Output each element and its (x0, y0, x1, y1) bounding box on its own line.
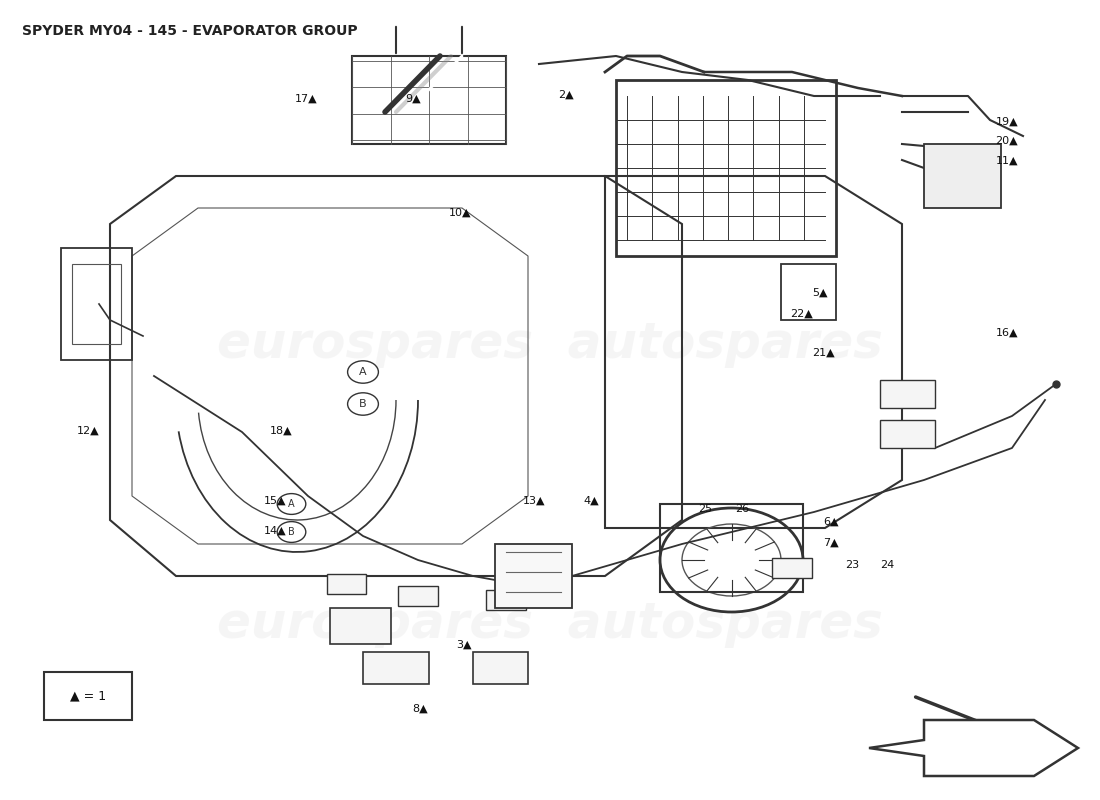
Text: SPYDER MY04 - 145 - EVAPORATOR GROUP: SPYDER MY04 - 145 - EVAPORATOR GROUP (22, 24, 358, 38)
Text: 17▲: 17▲ (295, 94, 318, 104)
Text: 21▲: 21▲ (812, 347, 835, 358)
Polygon shape (363, 652, 429, 684)
Text: 11▲: 11▲ (996, 155, 1018, 166)
Text: 20▲: 20▲ (996, 135, 1019, 146)
Text: B: B (360, 399, 366, 409)
Text: 22▲: 22▲ (790, 309, 813, 318)
Text: ▲ = 1: ▲ = 1 (70, 690, 106, 702)
Text: 15▲: 15▲ (264, 495, 286, 506)
Text: 24: 24 (880, 560, 894, 570)
Text: A: A (360, 367, 366, 377)
Polygon shape (869, 720, 1078, 776)
Polygon shape (495, 544, 572, 608)
Text: 2▲: 2▲ (558, 90, 573, 100)
Text: 18▲: 18▲ (270, 426, 293, 436)
Bar (44, 672, 132, 720)
Text: A: A (288, 499, 295, 509)
Text: 14▲: 14▲ (264, 526, 287, 536)
Text: eurospares  autospares: eurospares autospares (217, 320, 883, 368)
Text: 9▲: 9▲ (405, 94, 420, 104)
Text: 3▲: 3▲ (456, 640, 472, 650)
Text: 26: 26 (735, 504, 749, 514)
Polygon shape (880, 380, 935, 408)
Polygon shape (924, 144, 1001, 208)
Polygon shape (473, 652, 528, 684)
Polygon shape (880, 420, 935, 448)
Text: 25: 25 (698, 504, 713, 514)
Text: 8▲: 8▲ (412, 704, 428, 714)
Text: eurospares  autospares: eurospares autospares (217, 600, 883, 648)
Text: 16▲: 16▲ (996, 328, 1018, 338)
Text: 6▲: 6▲ (823, 517, 838, 526)
Text: B: B (288, 527, 295, 537)
Text: 23: 23 (845, 560, 859, 570)
Polygon shape (486, 590, 526, 610)
Text: 7▲: 7▲ (823, 538, 838, 548)
Text: 4▲: 4▲ (583, 495, 598, 506)
Polygon shape (330, 608, 390, 644)
Polygon shape (772, 558, 812, 578)
Text: 19▲: 19▲ (996, 116, 1019, 126)
Polygon shape (327, 574, 366, 594)
Text: 5▲: 5▲ (812, 288, 827, 298)
Polygon shape (398, 586, 438, 606)
Text: 12▲: 12▲ (77, 426, 100, 436)
Text: 13▲: 13▲ (522, 495, 544, 506)
Text: 10▲: 10▲ (449, 208, 471, 218)
